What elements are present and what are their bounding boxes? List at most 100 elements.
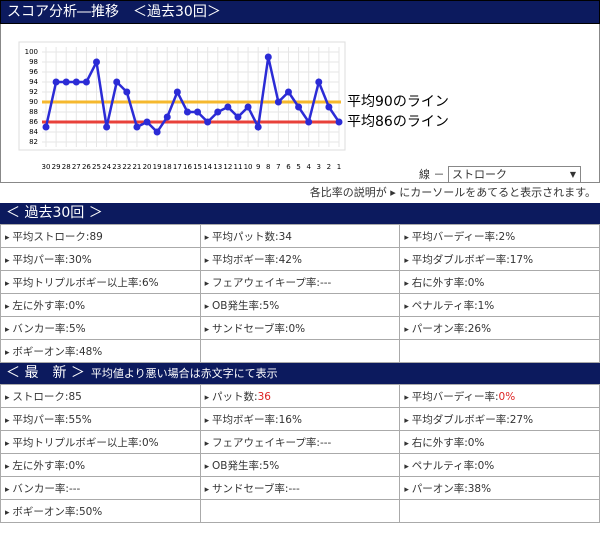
point: [72, 78, 80, 86]
stat-cell: フェアウェイキープ率:---: [199, 430, 401, 454]
section-title: ＜ 過去30回 ＞: [6, 205, 103, 221]
stat-label: 平均バーディー率:: [411, 230, 499, 243]
point: [325, 103, 333, 111]
point: [264, 53, 272, 61]
point: [295, 103, 303, 111]
stat-label: 平均パー率:: [12, 253, 69, 266]
point: [254, 123, 262, 131]
stat-cell: 平均ストローク:89: [0, 224, 201, 248]
stat-value: 1%: [477, 299, 495, 312]
point: [204, 118, 212, 126]
stat-cell: パーオン率:26%: [399, 316, 600, 340]
y-tick-label: 86: [29, 118, 38, 126]
point: [133, 123, 141, 131]
stat-cell: ペナルティ率:0%: [399, 453, 600, 477]
point: [93, 58, 101, 66]
stat-label: 左に外す率:: [12, 299, 69, 312]
y-tick-label: 98: [29, 58, 38, 66]
row: 左に外す率:0%OB発生率:5%ペナルティ率:0%: [0, 453, 600, 477]
x-tick-label: 5: [296, 163, 300, 171]
stat-value: 0%: [467, 436, 485, 449]
row: バンカー率:--- サンドセーブ率: --- パーオン率:38%: [0, 476, 600, 500]
stat-value: 0%: [68, 299, 86, 312]
x-tick-label: 29: [52, 163, 61, 171]
stat-cell: 平均バーディー率:2%: [399, 224, 600, 248]
x-tick-label: 2: [327, 163, 331, 171]
stat-label: 左に外す率:: [12, 459, 69, 472]
stat-cell: 左に外す率:0%: [0, 453, 201, 477]
point: [62, 78, 70, 86]
stat-value: 0%: [288, 322, 306, 335]
stat-value: ---: [319, 436, 332, 449]
stat-label: 右に外す率:: [411, 276, 468, 289]
stat-cell: 平均パット数:34: [199, 224, 401, 248]
x-tick-label: 30: [42, 163, 51, 171]
chart: 30 29 28 27 26 25 24 23 22 21 20 19 18 17 16 15 14 13 12 11…: [18, 41, 449, 171]
stat-value: 38%: [467, 482, 492, 495]
y-tick-label: 90: [29, 98, 38, 106]
stat-value: 0%: [68, 459, 86, 472]
stats-table: 平均ストローク:89平均パット数:34平均バーディー率:2%平均パー率:30%平…: [0, 224, 600, 363]
x-tick-label: 18: [163, 163, 172, 171]
stat-value: 27%: [509, 413, 534, 426]
stat-label: フェアウェイキープ率:: [212, 436, 320, 449]
x-tick-label: 15: [193, 163, 202, 171]
stat-cell: 平均バーディー率:0%: [399, 384, 600, 408]
row: 平均パー率:55%平均ボギー率:16%平均ダブルボギー率:27%: [0, 407, 600, 431]
row: ストローク:85パット数:36平均バーディー率:0%: [0, 384, 600, 408]
stat-label: 平均バーディー率:: [411, 390, 499, 403]
y-tick-label: 94: [29, 78, 38, 86]
line-selector: 線 － ストローク: [419, 166, 581, 183]
stat-label: ペナルティ率:: [411, 299, 478, 312]
stat-value: 0%: [477, 459, 495, 472]
empty-cell: [399, 499, 600, 523]
stat-label: 平均ストローク:: [12, 230, 90, 243]
stat-cell: OB発生率:5%: [199, 293, 401, 317]
x-tick-label: 13: [213, 163, 222, 171]
stat-value: 16%: [278, 413, 302, 426]
stat-cell: OB発生率:5%: [199, 453, 401, 477]
row: 平均トリプルボギー以上率:0%フェアウェイキープ率:---右に外す率:0%: [0, 430, 600, 454]
stat-value: 36: [257, 390, 271, 403]
dropdown[interactable]: ストローク: [448, 166, 581, 183]
stat-label: パーオン率:: [411, 482, 468, 495]
point: [274, 98, 282, 106]
point: [234, 113, 242, 121]
point: [113, 78, 121, 86]
stat-label: サンドセーブ率:: [212, 482, 289, 495]
row: バンカー率:5% サンドセーブ率:0%パーオン率:26%: [0, 316, 600, 340]
stat-value: 34: [278, 230, 292, 243]
empty-cell: [199, 339, 401, 363]
row: 平均パー率:30%平均ボギー率:42%平均ダブルボギー率:17%: [0, 247, 600, 271]
point: [52, 78, 60, 86]
stat-cell: 右に外す率:0%: [399, 430, 600, 454]
stat-label: 平均ボギー率:: [212, 413, 279, 426]
point: [82, 78, 90, 86]
selector-label: 線 －: [419, 168, 445, 181]
x-tick-label: 27: [72, 163, 81, 171]
stat-cell: 右に外す率:0%: [399, 270, 600, 294]
x-tick-label: 10: [244, 163, 253, 171]
stat-cell: パーオン率:38%: [399, 476, 600, 500]
stat-value: 5%: [68, 322, 86, 335]
stat-label: バンカー率:: [12, 322, 69, 335]
stat-cell: ストローク:85: [0, 384, 201, 408]
stat-cell: バンカー率:---: [0, 476, 201, 500]
point: [173, 88, 181, 96]
row: 平均ストローク:89平均パット数:34平均バーディー率:2%: [0, 224, 600, 248]
x-tick-label: 6: [286, 163, 291, 171]
stat-label: 平均トリプルボギー以上率:: [12, 436, 142, 449]
stat-label: OB発生率:: [212, 459, 263, 472]
point: [123, 88, 131, 96]
x-tick-label: 17: [173, 163, 182, 171]
stat-value: 5%: [262, 459, 280, 472]
x-tick-label: 12: [223, 163, 232, 171]
stat-value: ---: [68, 482, 81, 495]
y-tick-label: 100: [25, 48, 38, 56]
stat-cell: サンドセーブ率:0%: [199, 316, 401, 340]
stat-value: 6%: [141, 276, 159, 289]
point: [224, 103, 232, 111]
point: [335, 118, 343, 126]
point: [284, 88, 292, 96]
